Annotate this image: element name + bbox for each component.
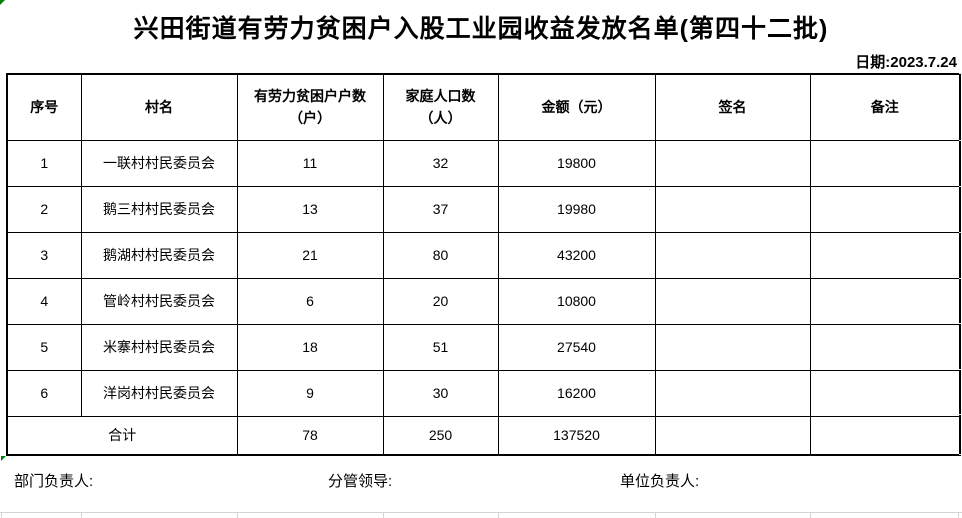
grid-line (959, 323, 962, 324)
cell-corner-marker-icon (0, 0, 5, 5)
grid-tick (81, 512, 82, 518)
cell-total-people[interactable]: 250 (382, 415, 499, 456)
col-header-remark[interactable]: 备注 (809, 73, 961, 141)
table-row: 5 米寨村村民委员会 18 51 27540 (6, 323, 961, 371)
grid-tick (958, 512, 959, 518)
cell-remark[interactable] (809, 231, 961, 279)
grid-line (959, 186, 962, 187)
grid-tick (1, 512, 2, 518)
grid-tick (655, 512, 656, 518)
cell-no[interactable]: 2 (6, 185, 82, 233)
cell-amount[interactable]: 19800 (497, 139, 656, 187)
cell-amount[interactable]: 27540 (497, 323, 656, 371)
grid-tick (810, 512, 811, 518)
table-header-row: 序号 村名 有劳力贫困户户数 （户） 家庭人口数 （人） 金额（元） 签名 备注 (6, 73, 961, 141)
grid-line (959, 232, 962, 233)
cell-remark[interactable] (809, 139, 961, 187)
table-row: 2 鹅三村村民委员会 13 37 19980 (6, 185, 961, 233)
cell-people[interactable]: 30 (382, 369, 499, 417)
cell-signature[interactable] (654, 369, 811, 417)
cell-people[interactable]: 37 (382, 185, 499, 233)
cell-amount[interactable]: 16200 (497, 369, 656, 417)
col-header-no[interactable]: 序号 (6, 73, 82, 141)
grid-line (959, 278, 962, 279)
cell-no[interactable]: 6 (6, 369, 82, 417)
cell-remark[interactable] (809, 185, 961, 233)
table-total-row: 合计 78 250 137520 (6, 415, 961, 456)
cell-people[interactable]: 51 (382, 323, 499, 371)
cell-village[interactable]: 米寨村村民委员会 (80, 323, 238, 371)
cell-no[interactable]: 3 (6, 231, 82, 279)
cell-amount[interactable]: 10800 (497, 277, 656, 325)
cell-village[interactable]: 洋岗村村民委员会 (80, 369, 238, 417)
cell-signature[interactable] (654, 231, 811, 279)
cell-village[interactable]: 鹅湖村村民委员会 (80, 231, 238, 279)
cell-households[interactable]: 13 (236, 185, 384, 233)
cell-households[interactable]: 9 (236, 369, 384, 417)
col-header-signature[interactable]: 签名 (654, 73, 811, 141)
cell-signature[interactable] (654, 185, 811, 233)
cell-people[interactable]: 80 (382, 231, 499, 279)
cell-households[interactable]: 11 (236, 139, 384, 187)
table-row: 1 一联村村民委员会 11 32 19800 (6, 139, 961, 187)
cell-total-amount[interactable]: 137520 (497, 415, 656, 456)
grid-line (959, 140, 962, 141)
col-header-amount[interactable]: 金额（元） (497, 73, 656, 141)
cell-people[interactable]: 20 (382, 277, 499, 325)
cell-village[interactable]: 一联村村民委员会 (80, 139, 238, 187)
cell-no[interactable]: 4 (6, 277, 82, 325)
cell-corner-marker-icon (1, 456, 6, 461)
cell-remark[interactable] (809, 277, 961, 325)
payout-table: 序号 村名 有劳力贫困户户数 （户） 家庭人口数 （人） 金额（元） 签名 备注… (6, 73, 961, 456)
cell-amount[interactable]: 19980 (497, 185, 656, 233)
page-title: 兴田街道有劳力贫困户入股工业园收益发放名单(第四十二批) (133, 15, 829, 43)
grid-tick (237, 512, 238, 518)
table-row: 6 洋岗村村民委员会 9 30 16200 (6, 369, 961, 417)
cell-people[interactable]: 32 (382, 139, 499, 187)
cell-total-remark[interactable] (809, 415, 961, 456)
cell-amount[interactable]: 43200 (497, 231, 656, 279)
cell-village[interactable]: 管岭村村民委员会 (80, 277, 238, 325)
cell-households[interactable]: 21 (236, 231, 384, 279)
col-header-people[interactable]: 家庭人口数 （人） (382, 73, 499, 141)
grid-line (959, 454, 962, 455)
cell-total-households[interactable]: 78 (236, 415, 384, 456)
col-header-households[interactable]: 有劳力贫困户户数 （户） (236, 73, 384, 141)
col-header-village[interactable]: 村名 (80, 73, 238, 141)
cell-no[interactable]: 5 (6, 323, 82, 371)
unit-head-label: 单位负责人: (620, 473, 700, 490)
table-row: 3 鹅湖村村民委员会 21 80 43200 (6, 231, 961, 279)
grid-line (959, 369, 962, 370)
cell-remark[interactable] (809, 323, 961, 371)
cell-households[interactable]: 6 (236, 277, 384, 325)
cell-households[interactable]: 18 (236, 323, 384, 371)
grid-tick (383, 512, 384, 518)
cell-signature[interactable] (654, 277, 811, 325)
table-row: 4 管岭村村民委员会 6 20 10800 (6, 277, 961, 325)
cell-signature[interactable] (654, 323, 811, 371)
cell-total-label[interactable]: 合计 (6, 415, 238, 456)
department-head-label: 部门负责人: (14, 473, 94, 490)
leader-in-charge-label: 分管领导: (328, 473, 393, 490)
grid-line (0, 512, 962, 513)
cell-village[interactable]: 鹅三村村民委员会 (80, 185, 238, 233)
cell-signature[interactable] (654, 139, 811, 187)
grid-tick (498, 512, 499, 518)
cell-total-signature[interactable] (654, 415, 811, 456)
grid-line (959, 73, 962, 74)
grid-line (959, 414, 962, 415)
cell-no[interactable]: 1 (6, 139, 82, 187)
cell-remark[interactable] (809, 369, 961, 417)
date-label: 日期:2023.7.24 (855, 54, 957, 71)
